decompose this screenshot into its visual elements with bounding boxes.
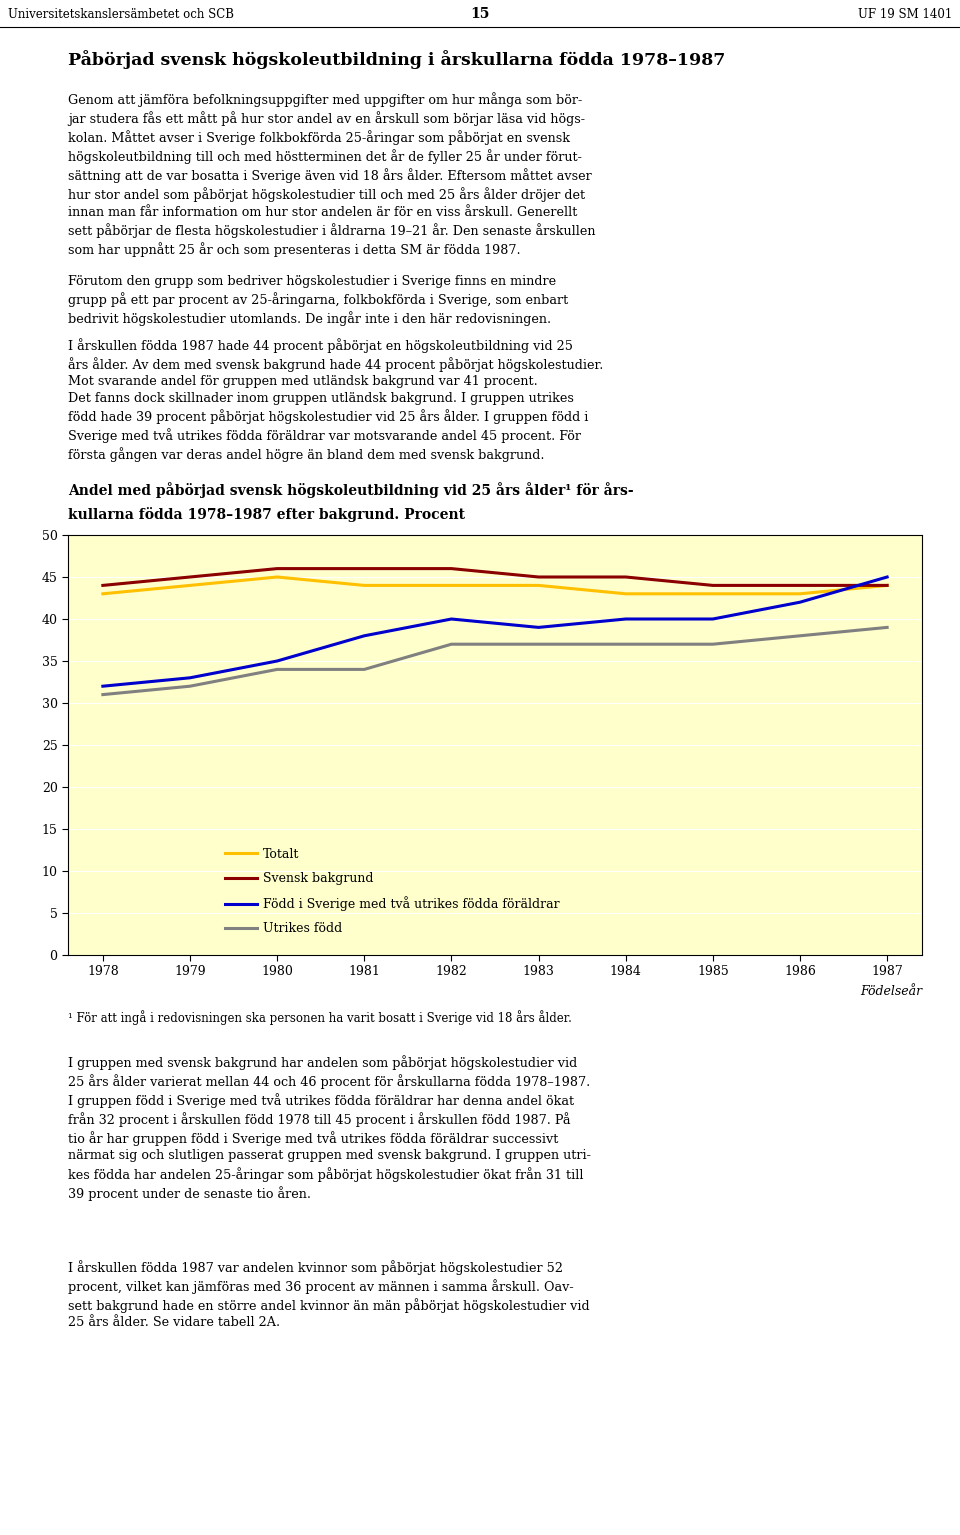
Text: Påbörjad svensk högskoleutbildning i årskullarna födda 1978–1987: Påbörjad svensk högskoleutbildning i års… — [68, 51, 726, 69]
Text: UF 19 SM 1401: UF 19 SM 1401 — [857, 8, 952, 21]
Text: I gruppen med svensk bakgrund har andelen som påbörjat högskolestudier vid
25 år: I gruppen med svensk bakgrund har andele… — [68, 1055, 590, 1200]
Text: ¹ För att ingå i redovisningen ska personen ha varit bosatt i Sverige vid 18 års: ¹ För att ingå i redovisningen ska perso… — [68, 1010, 572, 1025]
Text: Förutom den grupp som bedriver högskolestudier i Sverige finns en mindre
grupp p: Förutom den grupp som bedriver högskoles… — [68, 275, 568, 325]
Text: Universitetskanslersämbetet och SCB: Universitetskanslersämbetet och SCB — [8, 8, 234, 21]
Text: Födelseår: Födelseår — [860, 985, 922, 998]
Text: 15: 15 — [470, 8, 490, 21]
Text: Genom att jämföra befolkningsuppgifter med uppgifter om hur många som bör-
jar s: Genom att jämföra befolkningsuppgifter m… — [68, 92, 595, 256]
Legend: Totalt, Svensk bakgrund, Född i Sverige med två utrikes födda föräldrar, Utrikes: Totalt, Svensk bakgrund, Född i Sverige … — [221, 843, 564, 941]
Text: Andel med påbörjad svensk högskoleutbildning vid 25 års ålder¹ för års-: Andel med påbörjad svensk högskoleutbild… — [68, 482, 634, 497]
Text: kullarna födda 1978–1987 efter bakgrund. Procent: kullarna födda 1978–1987 efter bakgrund.… — [68, 507, 465, 522]
Text: I årskullen födda 1987 var andelen kvinnor som påbörjat högskolestudier 52
proce: I årskullen födda 1987 var andelen kvinn… — [68, 1260, 589, 1329]
Text: I årskullen födda 1987 hade 44 procent påbörjat en högskoleutbildning vid 25
års: I årskullen födda 1987 hade 44 procent p… — [68, 338, 604, 462]
